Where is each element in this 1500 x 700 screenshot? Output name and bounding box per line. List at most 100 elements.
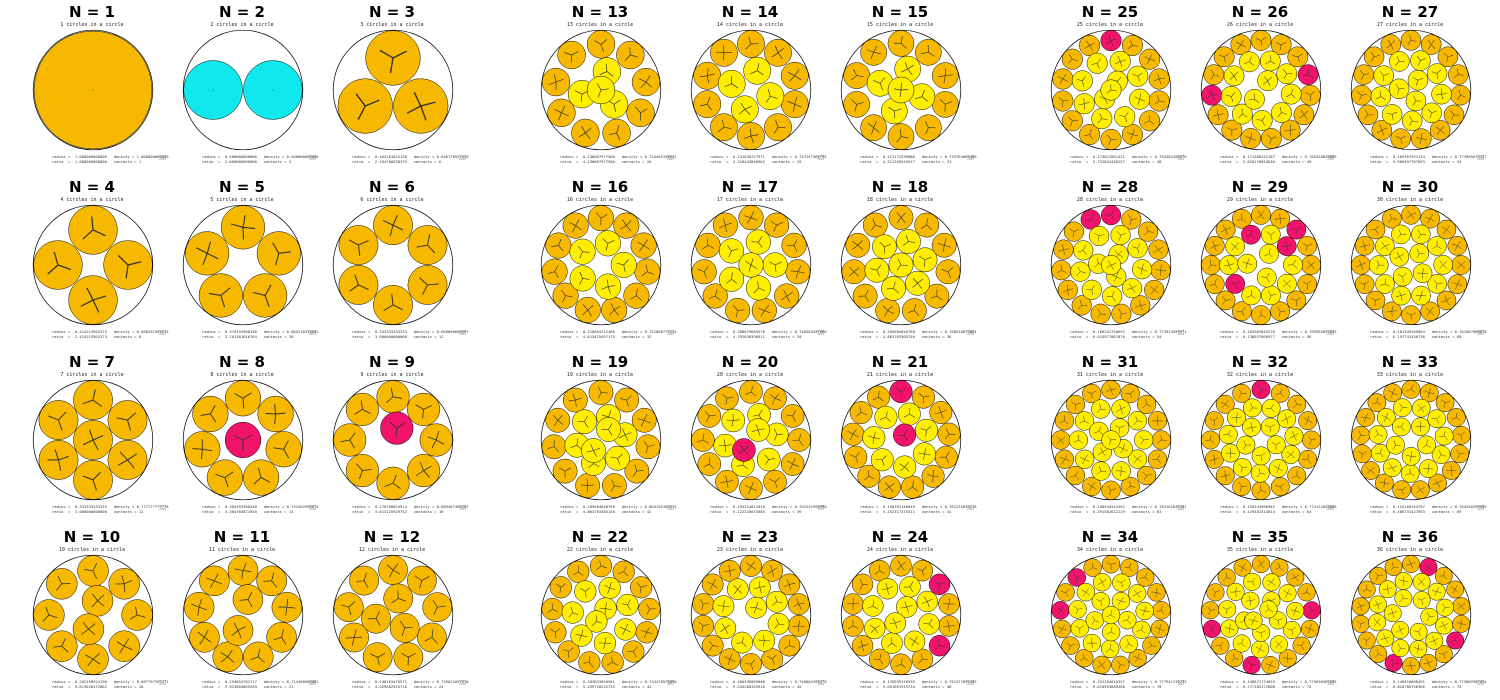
- packed-circle: [1420, 301, 1440, 322]
- packed-circle: [630, 576, 653, 599]
- packed-circle: [256, 231, 301, 276]
- packed-circle: [1407, 70, 1429, 91]
- packed-circle: [73, 380, 113, 421]
- packing-diagram: [1350, 204, 1472, 326]
- packed-circle: [1217, 568, 1236, 587]
- packed-circle: [1279, 119, 1301, 141]
- panel-title: N = 17: [721, 178, 779, 196]
- container-circle: [32, 204, 154, 326]
- panel-stamp: PLOT 2024: [817, 154, 825, 161]
- packed-circle: [843, 62, 870, 89]
- packed-circle: [864, 617, 886, 640]
- packed-circle: [1446, 580, 1465, 599]
- packed-circle: [1136, 568, 1155, 587]
- packed-circle: [1232, 634, 1251, 653]
- panel-stats: radius = 0.171580252187 density = 0.7654…: [1220, 154, 1337, 164]
- panel-stats: radius = 0.216664742466 density = 0.7510…: [560, 329, 677, 339]
- packed-circle: [774, 283, 800, 309]
- packed-circle: [1203, 64, 1225, 86]
- packed-circle: [1242, 656, 1261, 675]
- packed-circle: [764, 212, 790, 238]
- packed-circle: [222, 615, 254, 646]
- packed-circle: [1382, 208, 1402, 229]
- packing-diagram: [332, 379, 454, 501]
- packed-circle: [1284, 426, 1304, 446]
- packed-circle: [730, 95, 759, 124]
- panel-stats: radius = 0.158944541562 density = 0.7831…: [1070, 504, 1187, 514]
- packed-circle: [1074, 411, 1095, 431]
- packing-diagram: [1050, 379, 1172, 501]
- packed-circle: [73, 459, 113, 500]
- panel-subtitle: 4 circles in a circle: [60, 197, 124, 203]
- packed-circle: [1277, 409, 1297, 429]
- packed-circle: [1065, 394, 1086, 415]
- packed-circle: [107, 440, 148, 480]
- packed-circle: [1251, 481, 1271, 500]
- packing-panel-n14: N = 14 14 circles in a circle radius = 0.2…: [680, 0, 827, 170]
- packing-panel-n27: N = 27 27 circles in a circle radius = 0.1…: [1340, 0, 1487, 170]
- packed-circle: [598, 576, 621, 600]
- packed-circle: [616, 593, 639, 616]
- packed-circle: [1239, 51, 1260, 73]
- packed-circle: [872, 234, 897, 260]
- packed-circle: [1111, 399, 1131, 419]
- packed-circle: [1369, 255, 1389, 275]
- packed-circle: [1070, 261, 1091, 282]
- packed-circle: [38, 440, 79, 480]
- packing-diagram: [540, 379, 662, 501]
- packed-circle: [1411, 224, 1431, 245]
- packed-circle: [1243, 572, 1262, 591]
- packed-circle: [1070, 619, 1089, 638]
- panel-stamp: PLOT 2024: [1477, 329, 1485, 336]
- packed-circle: [1433, 255, 1453, 275]
- packing-diagram: [182, 29, 304, 151]
- packed-circle: [407, 565, 437, 596]
- panel-subtitle: 5 circles in a circle: [210, 197, 274, 203]
- packed-circle: [1091, 108, 1113, 130]
- packing-panel-n18: N = 18 18 circles in a circle radius = 0.2…: [830, 175, 977, 345]
- packed-circle: [931, 232, 957, 258]
- packing-panel-n25: N = 25 25 circles in a circle radius = 0.1…: [1040, 0, 1187, 170]
- packed-circle: [383, 583, 414, 614]
- packed-circle: [1091, 461, 1111, 481]
- packed-circle: [1261, 656, 1280, 675]
- packed-circle: [1302, 601, 1321, 620]
- packed-circle: [183, 60, 243, 120]
- packed-circle: [574, 296, 601, 323]
- packed-circle: [1082, 476, 1102, 497]
- packed-circle: [1270, 208, 1290, 229]
- packed-circle: [1409, 622, 1428, 641]
- packed-circle: [1381, 104, 1403, 125]
- packed-circle: [1369, 645, 1388, 663]
- packed-circle: [1286, 601, 1305, 620]
- packed-circle: [1147, 411, 1168, 431]
- packed-circle: [870, 448, 894, 472]
- packed-circle: [1382, 301, 1402, 322]
- packed-circle: [1225, 236, 1245, 257]
- packed-circle: [740, 555, 762, 577]
- packed-circle: [1259, 243, 1279, 264]
- packed-circle: [1299, 84, 1321, 106]
- packed-circle: [905, 270, 930, 296]
- packed-circle: [1391, 621, 1410, 639]
- panel-stamp: PLOT 2024: [459, 329, 467, 336]
- packed-circle: [1293, 104, 1315, 126]
- panel-stats: radius = 0.333333333333 density = 0.7777…: [52, 504, 169, 514]
- packing-panel-n33: N = 33 33 circles in a circle radius = 0.1…: [1340, 350, 1487, 520]
- packed-circle: [614, 387, 640, 413]
- panel-title: N = 35: [1231, 528, 1289, 546]
- packed-circle: [887, 76, 915, 104]
- packed-circle: [1100, 30, 1122, 52]
- packed-circle: [713, 433, 737, 458]
- panel-title: N = 28: [1081, 178, 1139, 196]
- packed-circle: [1232, 383, 1252, 403]
- panel-title: N = 25: [1081, 3, 1139, 21]
- packed-circle: [635, 434, 661, 460]
- packed-circle: [1226, 582, 1245, 601]
- packed-circle: [265, 431, 302, 468]
- packed-circle: [572, 409, 597, 435]
- packed-circle: [1135, 601, 1154, 621]
